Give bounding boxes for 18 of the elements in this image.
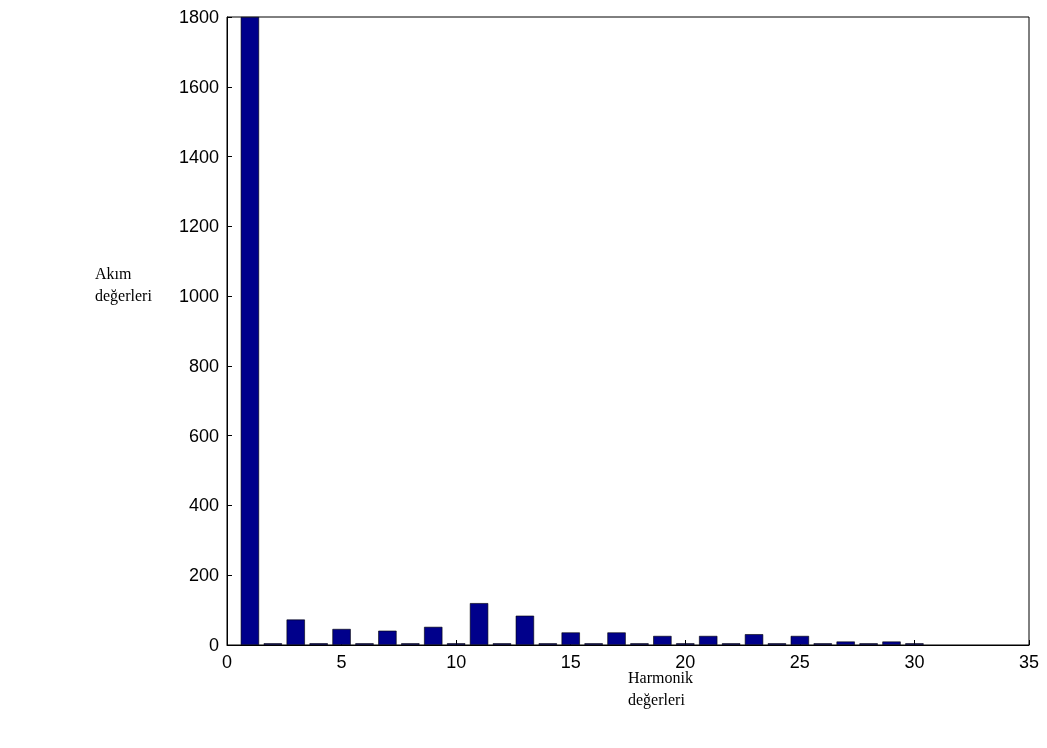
y-tick-label: 200 (188, 565, 219, 586)
x-tick-label: 25 (789, 652, 810, 672)
x-tick-label: 35 (1018, 652, 1040, 672)
x-tick-label: 5 (336, 652, 347, 672)
x-tick-label: 10 (446, 652, 467, 672)
y-tick-label: 400 (188, 495, 219, 516)
y-tick-label: 1800 (178, 7, 219, 27)
y-tick-label: 1200 (178, 216, 219, 237)
y-tick-label: 0 (208, 635, 219, 655)
y-tick-label: 600 (188, 425, 219, 446)
x-tick-label: 30 (904, 652, 925, 672)
y-tick-label: 800 (188, 355, 219, 376)
x-tick-label: 0 (221, 652, 233, 672)
x-tick-label: 15 (560, 652, 581, 672)
y-axis-title: Akım değerleri (95, 264, 153, 305)
y-tick-label: 1600 (178, 76, 219, 97)
y-tick-label: 1000 (178, 286, 219, 307)
y-tick-label: 1400 (178, 146, 219, 167)
